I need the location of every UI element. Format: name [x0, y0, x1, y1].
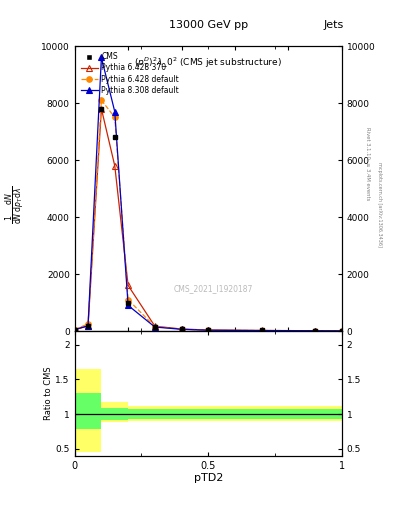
Line: Pythia 6.428 default: Pythia 6.428 default: [72, 97, 345, 334]
Pythia 8.308 default: [259, 328, 264, 334]
Text: Jets: Jets: [323, 20, 344, 30]
Text: $(p_T^D)^2\lambda\_0^2$ (CMS jet substructure): $(p_T^D)^2\lambda\_0^2$ (CMS jet substru…: [134, 55, 282, 70]
Line: Pythia 6.428 370: Pythia 6.428 370: [72, 105, 345, 334]
Pythia 6.428 default: [126, 296, 130, 303]
Pythia 6.428 370: [86, 323, 90, 329]
Pythia 6.428 default: [179, 326, 184, 332]
Pythia 6.428 370: [259, 327, 264, 333]
Pythia 6.428 default: [206, 327, 211, 333]
Pythia 6.428 default: [152, 324, 157, 330]
Pythia 6.428 default: [340, 328, 344, 334]
Text: 13000 GeV pp: 13000 GeV pp: [169, 20, 248, 30]
Text: Rivet 3.1.10, ≥ 3.4M events: Rivet 3.1.10, ≥ 3.4M events: [365, 127, 370, 201]
Pythia 6.428 370: [340, 328, 344, 334]
Pythia 8.308 default: [99, 54, 104, 60]
CMS: [313, 328, 318, 334]
Pythia 6.428 370: [313, 328, 318, 334]
Text: mcplots.cern.ch [arXiv:1306.3436]: mcplots.cern.ch [arXiv:1306.3436]: [377, 162, 382, 247]
Line: CMS: CMS: [72, 106, 344, 333]
Pythia 6.428 370: [72, 327, 77, 333]
CMS: [72, 327, 77, 333]
Pythia 6.428 370: [99, 105, 104, 112]
CMS: [206, 327, 211, 333]
CMS: [112, 134, 117, 140]
Pythia 6.428 370: [206, 327, 211, 333]
Pythia 8.308 default: [152, 324, 157, 330]
Y-axis label: Ratio to CMS: Ratio to CMS: [44, 367, 53, 420]
Pythia 6.428 default: [99, 97, 104, 103]
X-axis label: pTD2: pTD2: [194, 473, 223, 483]
Legend: CMS, Pythia 6.428 370, Pythia 6.428 default, Pythia 8.308 default: CMS, Pythia 6.428 370, Pythia 6.428 defa…: [79, 50, 182, 97]
Pythia 6.428 default: [86, 321, 90, 327]
Pythia 6.428 370: [126, 282, 130, 288]
Line: Pythia 8.308 default: Pythia 8.308 default: [72, 54, 345, 334]
Pythia 8.308 default: [340, 328, 344, 334]
Text: CMS_2021_I1920187: CMS_2021_I1920187: [174, 284, 253, 293]
Pythia 6.428 default: [313, 328, 318, 334]
Pythia 8.308 default: [313, 328, 318, 334]
CMS: [99, 105, 104, 112]
Pythia 8.308 default: [72, 327, 77, 333]
CMS: [340, 328, 344, 334]
Pythia 6.428 370: [152, 323, 157, 329]
CMS: [179, 326, 184, 332]
Pythia 8.308 default: [206, 327, 211, 333]
CMS: [259, 327, 264, 333]
Pythia 6.428 default: [259, 328, 264, 334]
Pythia 8.308 default: [179, 326, 184, 332]
CMS: [126, 300, 130, 306]
Pythia 6.428 default: [112, 114, 117, 120]
Text: $\frac{1}{\mathrm{d}N}\frac{\mathrm{d}N}{\mathrm{d}p_T\,\mathrm{d}\lambda}$: $\frac{1}{\mathrm{d}N}\frac{\mathrm{d}N}…: [4, 185, 28, 224]
Pythia 8.308 default: [86, 323, 90, 329]
Pythia 6.428 370: [112, 163, 117, 169]
CMS: [152, 324, 157, 330]
CMS: [86, 323, 90, 329]
Pythia 6.428 370: [179, 326, 184, 332]
Pythia 8.308 default: [126, 302, 130, 308]
Pythia 6.428 default: [72, 327, 77, 333]
Pythia 8.308 default: [112, 109, 117, 115]
